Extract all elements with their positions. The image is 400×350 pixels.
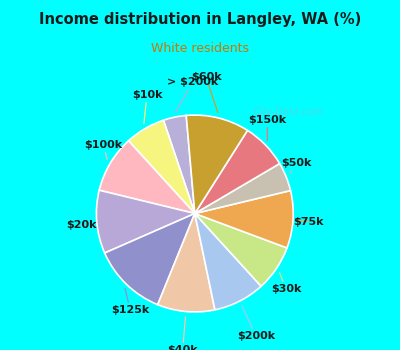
Text: > $200k: > $200k: [167, 77, 218, 112]
Text: $150k: $150k: [248, 115, 286, 140]
Wedge shape: [105, 214, 195, 304]
Wedge shape: [195, 190, 293, 248]
Wedge shape: [186, 115, 248, 214]
Text: $20k: $20k: [66, 220, 96, 230]
Text: $75k: $75k: [294, 217, 324, 227]
Wedge shape: [195, 214, 287, 286]
Text: $125k: $125k: [111, 288, 150, 315]
Text: White residents: White residents: [151, 42, 249, 55]
Wedge shape: [96, 190, 195, 253]
Wedge shape: [195, 214, 261, 310]
Text: $40k: $40k: [167, 317, 198, 350]
Wedge shape: [128, 120, 195, 214]
Wedge shape: [164, 116, 195, 214]
Wedge shape: [195, 163, 290, 214]
Text: $10k: $10k: [132, 90, 162, 124]
Wedge shape: [99, 141, 195, 214]
Text: Income distribution in Langley, WA (%): Income distribution in Langley, WA (%): [39, 12, 361, 27]
Text: $60k: $60k: [191, 72, 222, 113]
Text: $100k: $100k: [84, 140, 122, 159]
Text: $30k: $30k: [271, 273, 301, 294]
Text: $200k: $200k: [237, 306, 275, 341]
Text: City-Data.com: City-Data.com: [253, 107, 323, 117]
Text: $50k: $50k: [282, 158, 312, 173]
Wedge shape: [195, 130, 280, 214]
Wedge shape: [158, 214, 215, 312]
